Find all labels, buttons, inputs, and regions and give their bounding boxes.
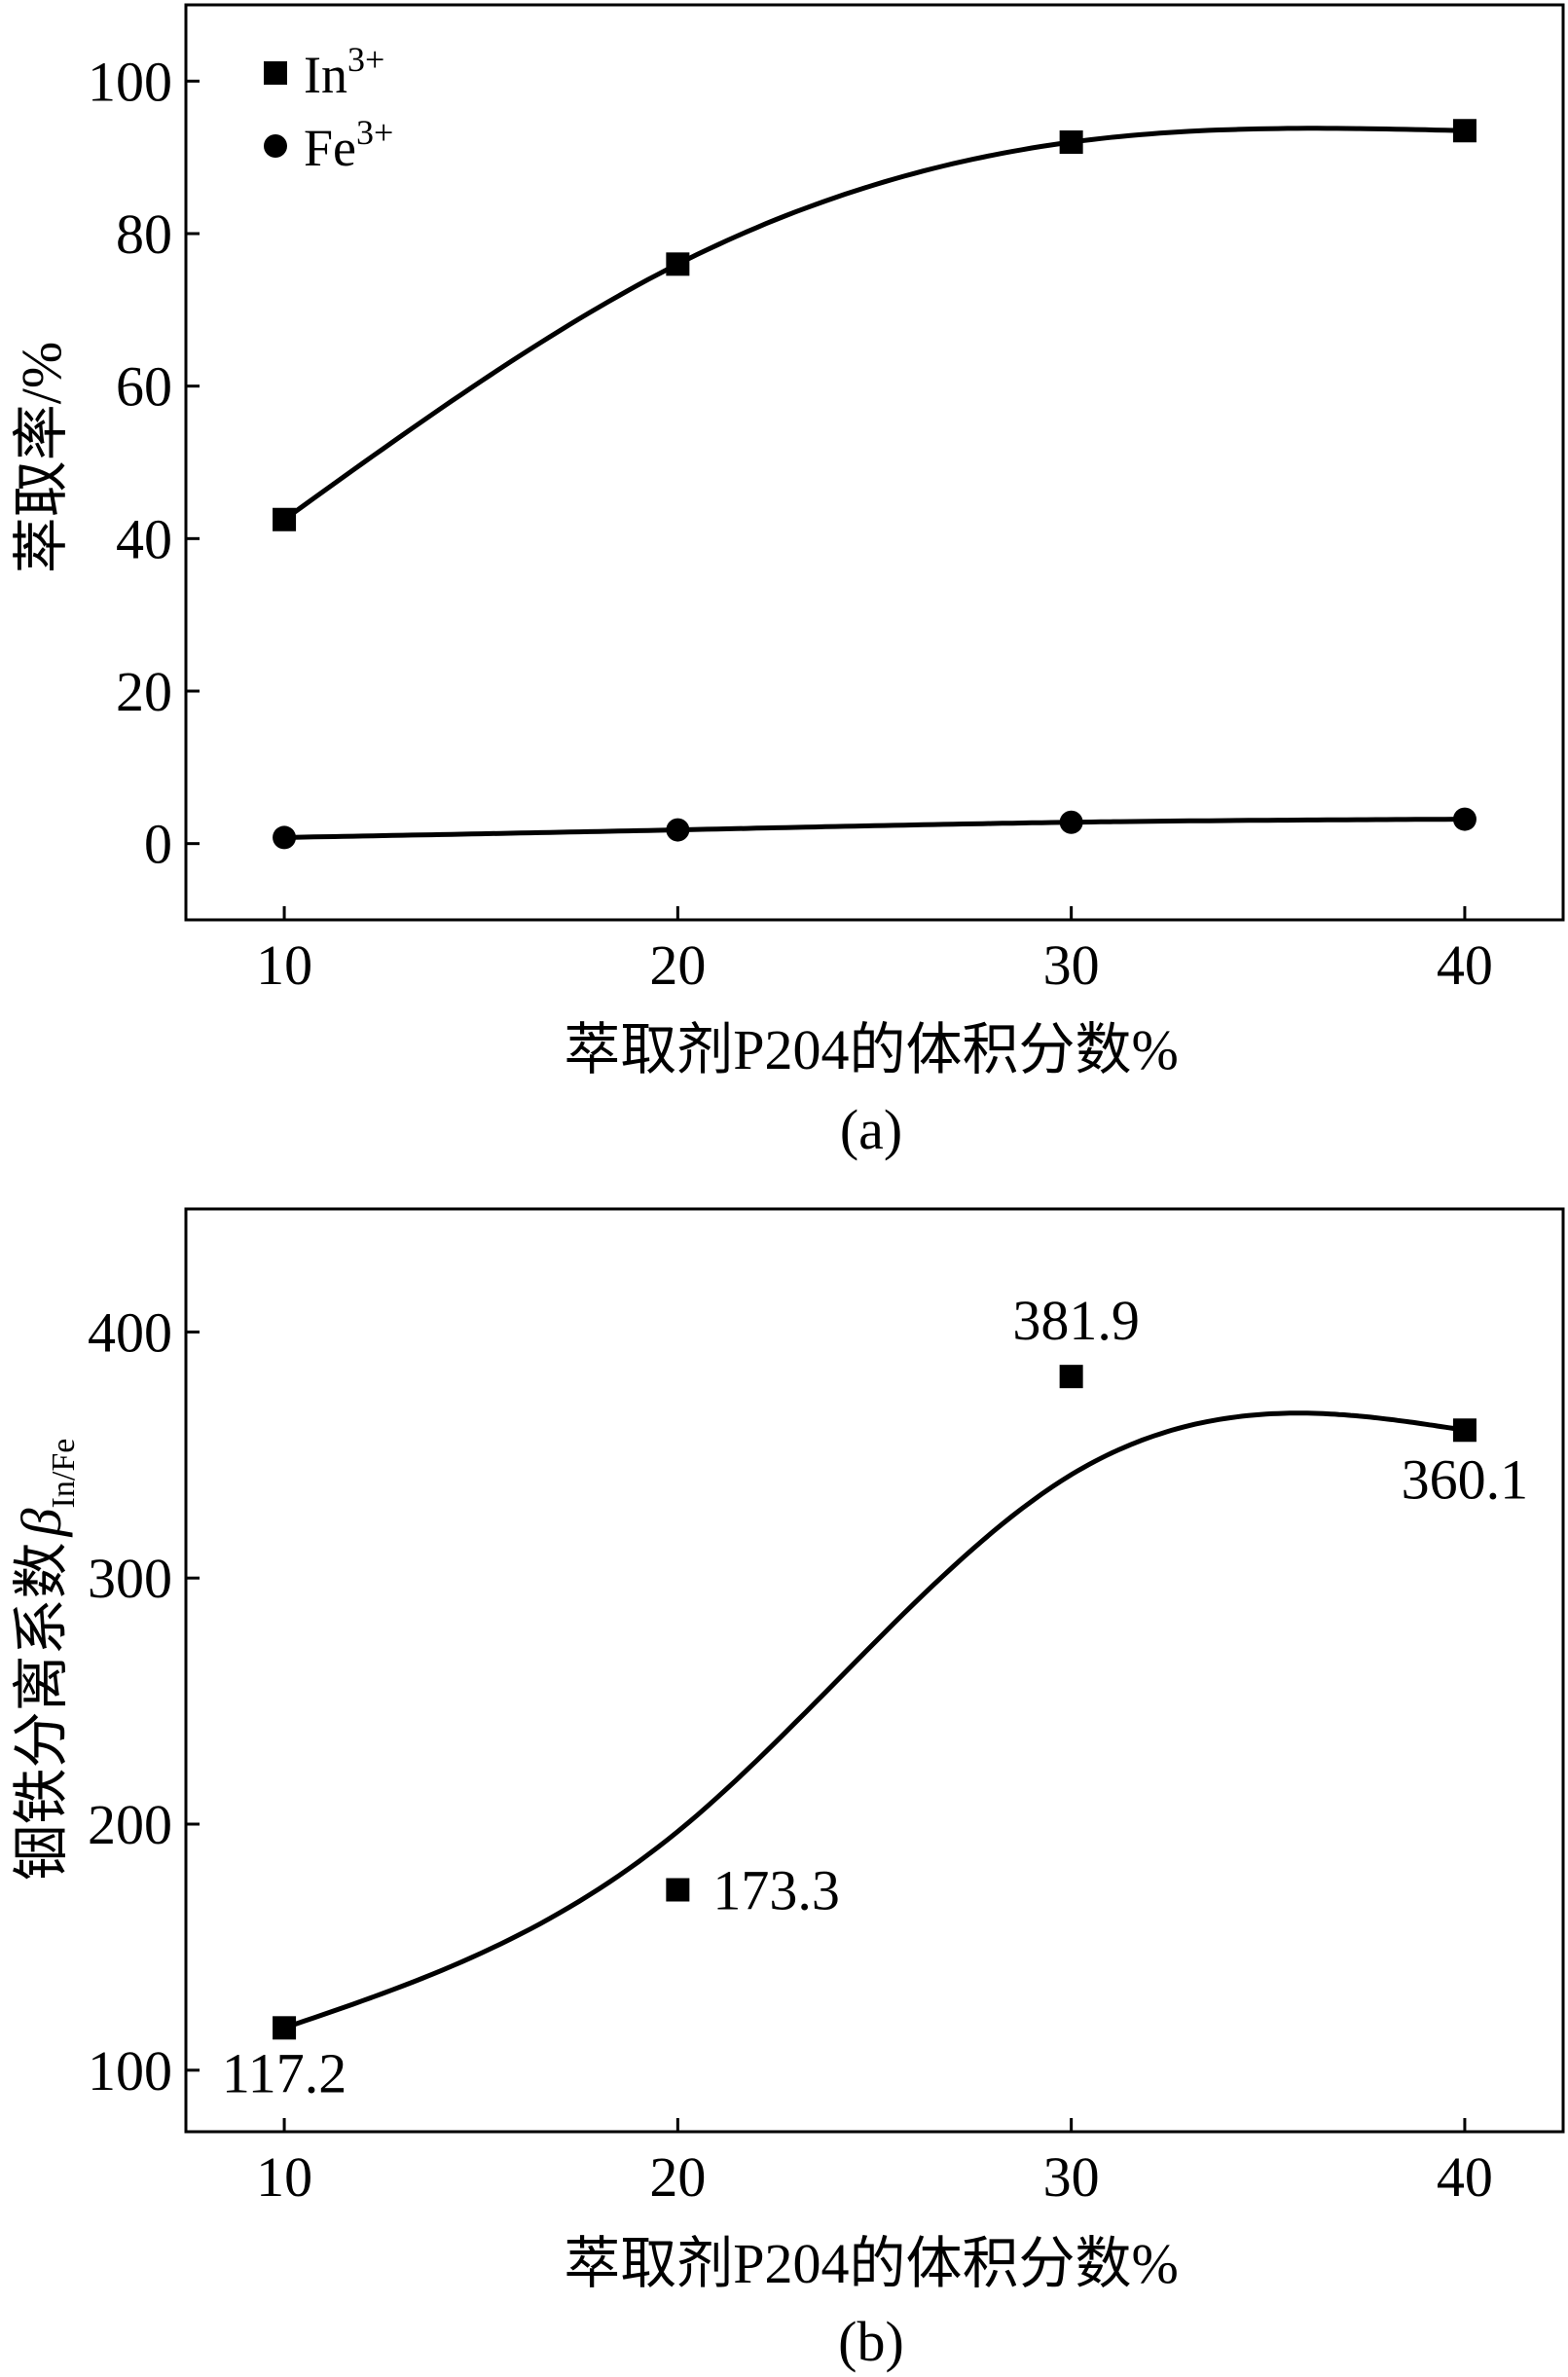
legend-label-in: In3+ [304, 40, 384, 104]
tick-group-a: 10 20 30 40 0 20 40 60 80 100 [88, 50, 1493, 997]
y-tick-label: 60 [116, 355, 172, 419]
panel-caption-a: (a) [840, 1098, 902, 1161]
data-point-fe [666, 818, 690, 842]
data-point-in [273, 507, 297, 531]
data-point-fe [1452, 807, 1477, 831]
y-axis-title-b: 铟铁分离系数 βIn/Fe [10, 1439, 82, 1882]
data-label-group-b: 117.2 173.3 381.9 360.1 [222, 1289, 1528, 2104]
y-tick-label: 400 [88, 1300, 172, 1364]
data-point-in [1452, 119, 1477, 143]
y-tick-label: 100 [88, 2039, 172, 2103]
curve-group-a [282, 126, 1465, 840]
y-tick-label: 40 [116, 507, 172, 570]
x-tick-label: 10 [256, 2145, 312, 2209]
legend-label-fe: Fe3+ [304, 113, 393, 177]
y-tick-label: 0 [144, 813, 172, 876]
x-tick-label: 40 [1437, 933, 1493, 997]
x-tick-label: 40 [1437, 2145, 1493, 2209]
x-axis-title-b: 萃取剂P204的体积分数% [564, 2232, 1179, 2295]
x-tick-label: 30 [1043, 2145, 1100, 2209]
y-tick-label: 20 [116, 660, 172, 723]
data-point-beta [666, 1878, 690, 1902]
data-label-beta: 360.1 [1402, 1447, 1529, 1511]
plot-frame-b [184, 1207, 1565, 2134]
y-tick-label: 200 [88, 1793, 172, 1856]
y-axis-title-b-sub: In/Fe [46, 1439, 82, 1509]
legend-fe-name: Fe [304, 119, 356, 177]
data-point-in [1059, 130, 1083, 154]
data-label-beta: 173.3 [712, 1858, 840, 1921]
chart-a: 10 20 30 40 0 20 40 60 80 100 萃取率/% 萃取剂P204的体积分数%… [10, 3, 1565, 1161]
x-tick-label: 20 [649, 2145, 706, 2209]
x-axis-title-a: 萃取剂P204的体积分数% [564, 1018, 1179, 1081]
x-tick-label: 10 [256, 933, 312, 997]
tick-group-b: 10 20 30 40 100 200 300 400 [88, 1300, 1493, 2209]
data-label-beta: 381.9 [1012, 1289, 1140, 1352]
legend-circle-marker [264, 134, 287, 158]
data-point-in [666, 252, 690, 276]
fit-curve-beta [283, 1410, 1466, 2030]
legend-a: In3+ Fe3+ [264, 40, 393, 177]
data-point-beta [1059, 1365, 1083, 1389]
legend-fe-sup: 3+ [356, 113, 393, 152]
y-axis-title-a: 萃取率/% [10, 342, 73, 573]
y-axis-title-b-symbol: β [10, 1508, 73, 1537]
chart-b: 10 20 30 40 100 200 300 400 铟铁分离系数 βIn/Fe 萃取剂P20… [10, 1207, 1565, 2373]
x-tick-label: 30 [1043, 933, 1100, 997]
panel-caption-b: (b) [838, 2310, 904, 2373]
y-tick-label: 100 [88, 50, 172, 113]
plot-frame-a [184, 3, 1565, 922]
fit-curve-fe [284, 817, 1465, 840]
y-tick-label: 80 [116, 202, 172, 266]
data-point-fe [1059, 810, 1083, 834]
y-tick-label: 300 [88, 1547, 172, 1610]
marker-group-a [273, 119, 1477, 850]
data-point-beta [1452, 1418, 1477, 1443]
legend-in-sup: 3+ [347, 40, 384, 79]
curve-group-b [283, 1410, 1466, 2030]
data-label-beta: 117.2 [222, 2041, 346, 2104]
marker-group-b [273, 1365, 1477, 2040]
x-tick-label: 20 [649, 933, 706, 997]
data-point-beta [273, 2016, 297, 2040]
data-point-fe [273, 825, 297, 850]
legend-in-name: In [304, 46, 347, 104]
legend-square-marker [264, 61, 287, 85]
fit-curve-in [282, 126, 1465, 522]
y-axis-title-b-text: 铟铁分离系数 [10, 1542, 73, 1881]
